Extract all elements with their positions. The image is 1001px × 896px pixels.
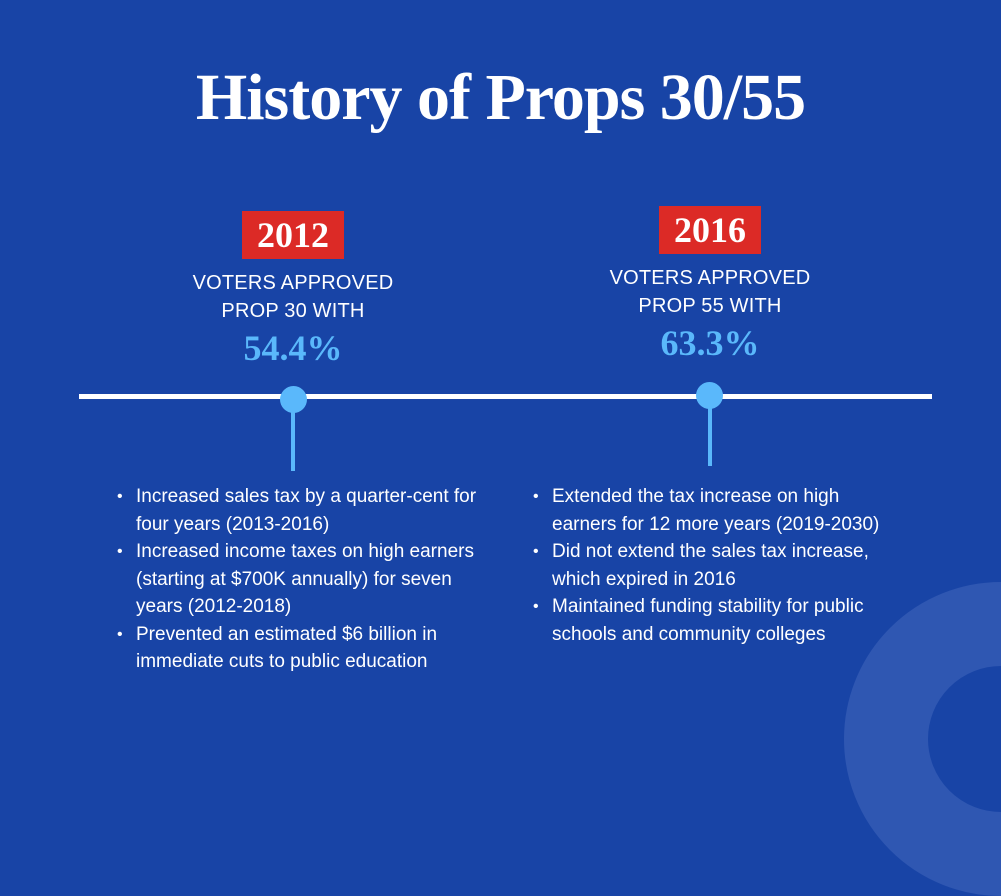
timeline-node-2012 [280,386,307,413]
year-badge: 2016 [659,206,761,254]
approval-percent: 54.4% [243,328,343,368]
caption-line: VOTERS APPROVED [192,272,394,294]
list-item: Increased income taxes on high earners (… [117,538,487,621]
list-item: Maintained funding stability for public … [533,593,903,648]
list-item: Extended the tax increase on high earner… [533,483,903,538]
event-2012: 2012 VOTERS APPROVED PROP 30 WITH 54.4% [143,211,443,369]
timeline-line [79,394,932,399]
timeline-node-2016 [696,382,723,409]
timeline-stem-2012 [291,400,295,471]
list-item: Increased sales tax by a quarter-cent fo… [117,483,487,538]
approval-percent: 63.3% [660,323,760,363]
facts-list-2016: Extended the tax increase on high earner… [533,483,903,648]
timeline-stem-2016 [708,395,712,466]
page-title: History of Props 30/55 [195,61,806,134]
facts-list-2012: Increased sales tax by a quarter-cent fo… [117,483,487,676]
list-item: Prevented an estimated $6 billion in imm… [117,621,487,676]
event-caption: VOTERS APPROVED PROP 55 WITH [560,264,860,320]
event-2016: 2016 VOTERS APPROVED PROP 55 WITH 63.3% [560,206,860,364]
event-caption: VOTERS APPROVED PROP 30 WITH [143,269,443,325]
caption-line: PROP 55 WITH [638,295,782,317]
year-badge: 2012 [242,211,344,259]
caption-line: VOTERS APPROVED [609,267,811,289]
list-item: Did not extend the sales tax increase, w… [533,538,903,593]
caption-line: PROP 30 WITH [221,300,365,322]
